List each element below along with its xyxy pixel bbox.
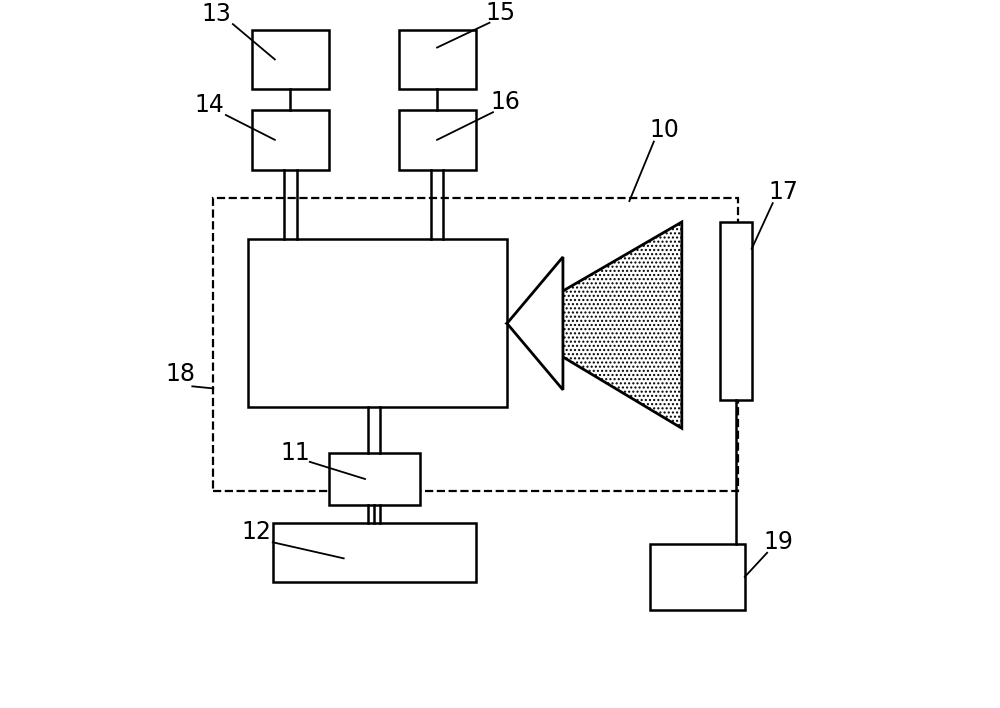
Text: 15: 15 bbox=[485, 1, 515, 25]
Bar bbox=[650, 544, 745, 610]
Bar bbox=[273, 523, 476, 582]
Bar bbox=[248, 239, 507, 407]
Text: 11: 11 bbox=[280, 442, 310, 465]
Bar bbox=[329, 453, 420, 506]
Text: 14: 14 bbox=[195, 93, 225, 118]
Polygon shape bbox=[507, 222, 682, 428]
Polygon shape bbox=[507, 257, 563, 390]
Text: 13: 13 bbox=[202, 2, 232, 26]
Text: 19: 19 bbox=[763, 530, 793, 554]
Text: 12: 12 bbox=[242, 520, 272, 544]
Text: 10: 10 bbox=[649, 118, 679, 142]
Bar bbox=[720, 222, 752, 400]
Bar bbox=[399, 30, 476, 89]
Text: 16: 16 bbox=[491, 91, 521, 115]
Text: 17: 17 bbox=[768, 180, 798, 204]
Bar bbox=[399, 110, 476, 169]
Bar bbox=[213, 198, 738, 491]
Bar bbox=[252, 110, 329, 169]
Bar bbox=[252, 30, 329, 89]
Text: 18: 18 bbox=[165, 362, 195, 386]
